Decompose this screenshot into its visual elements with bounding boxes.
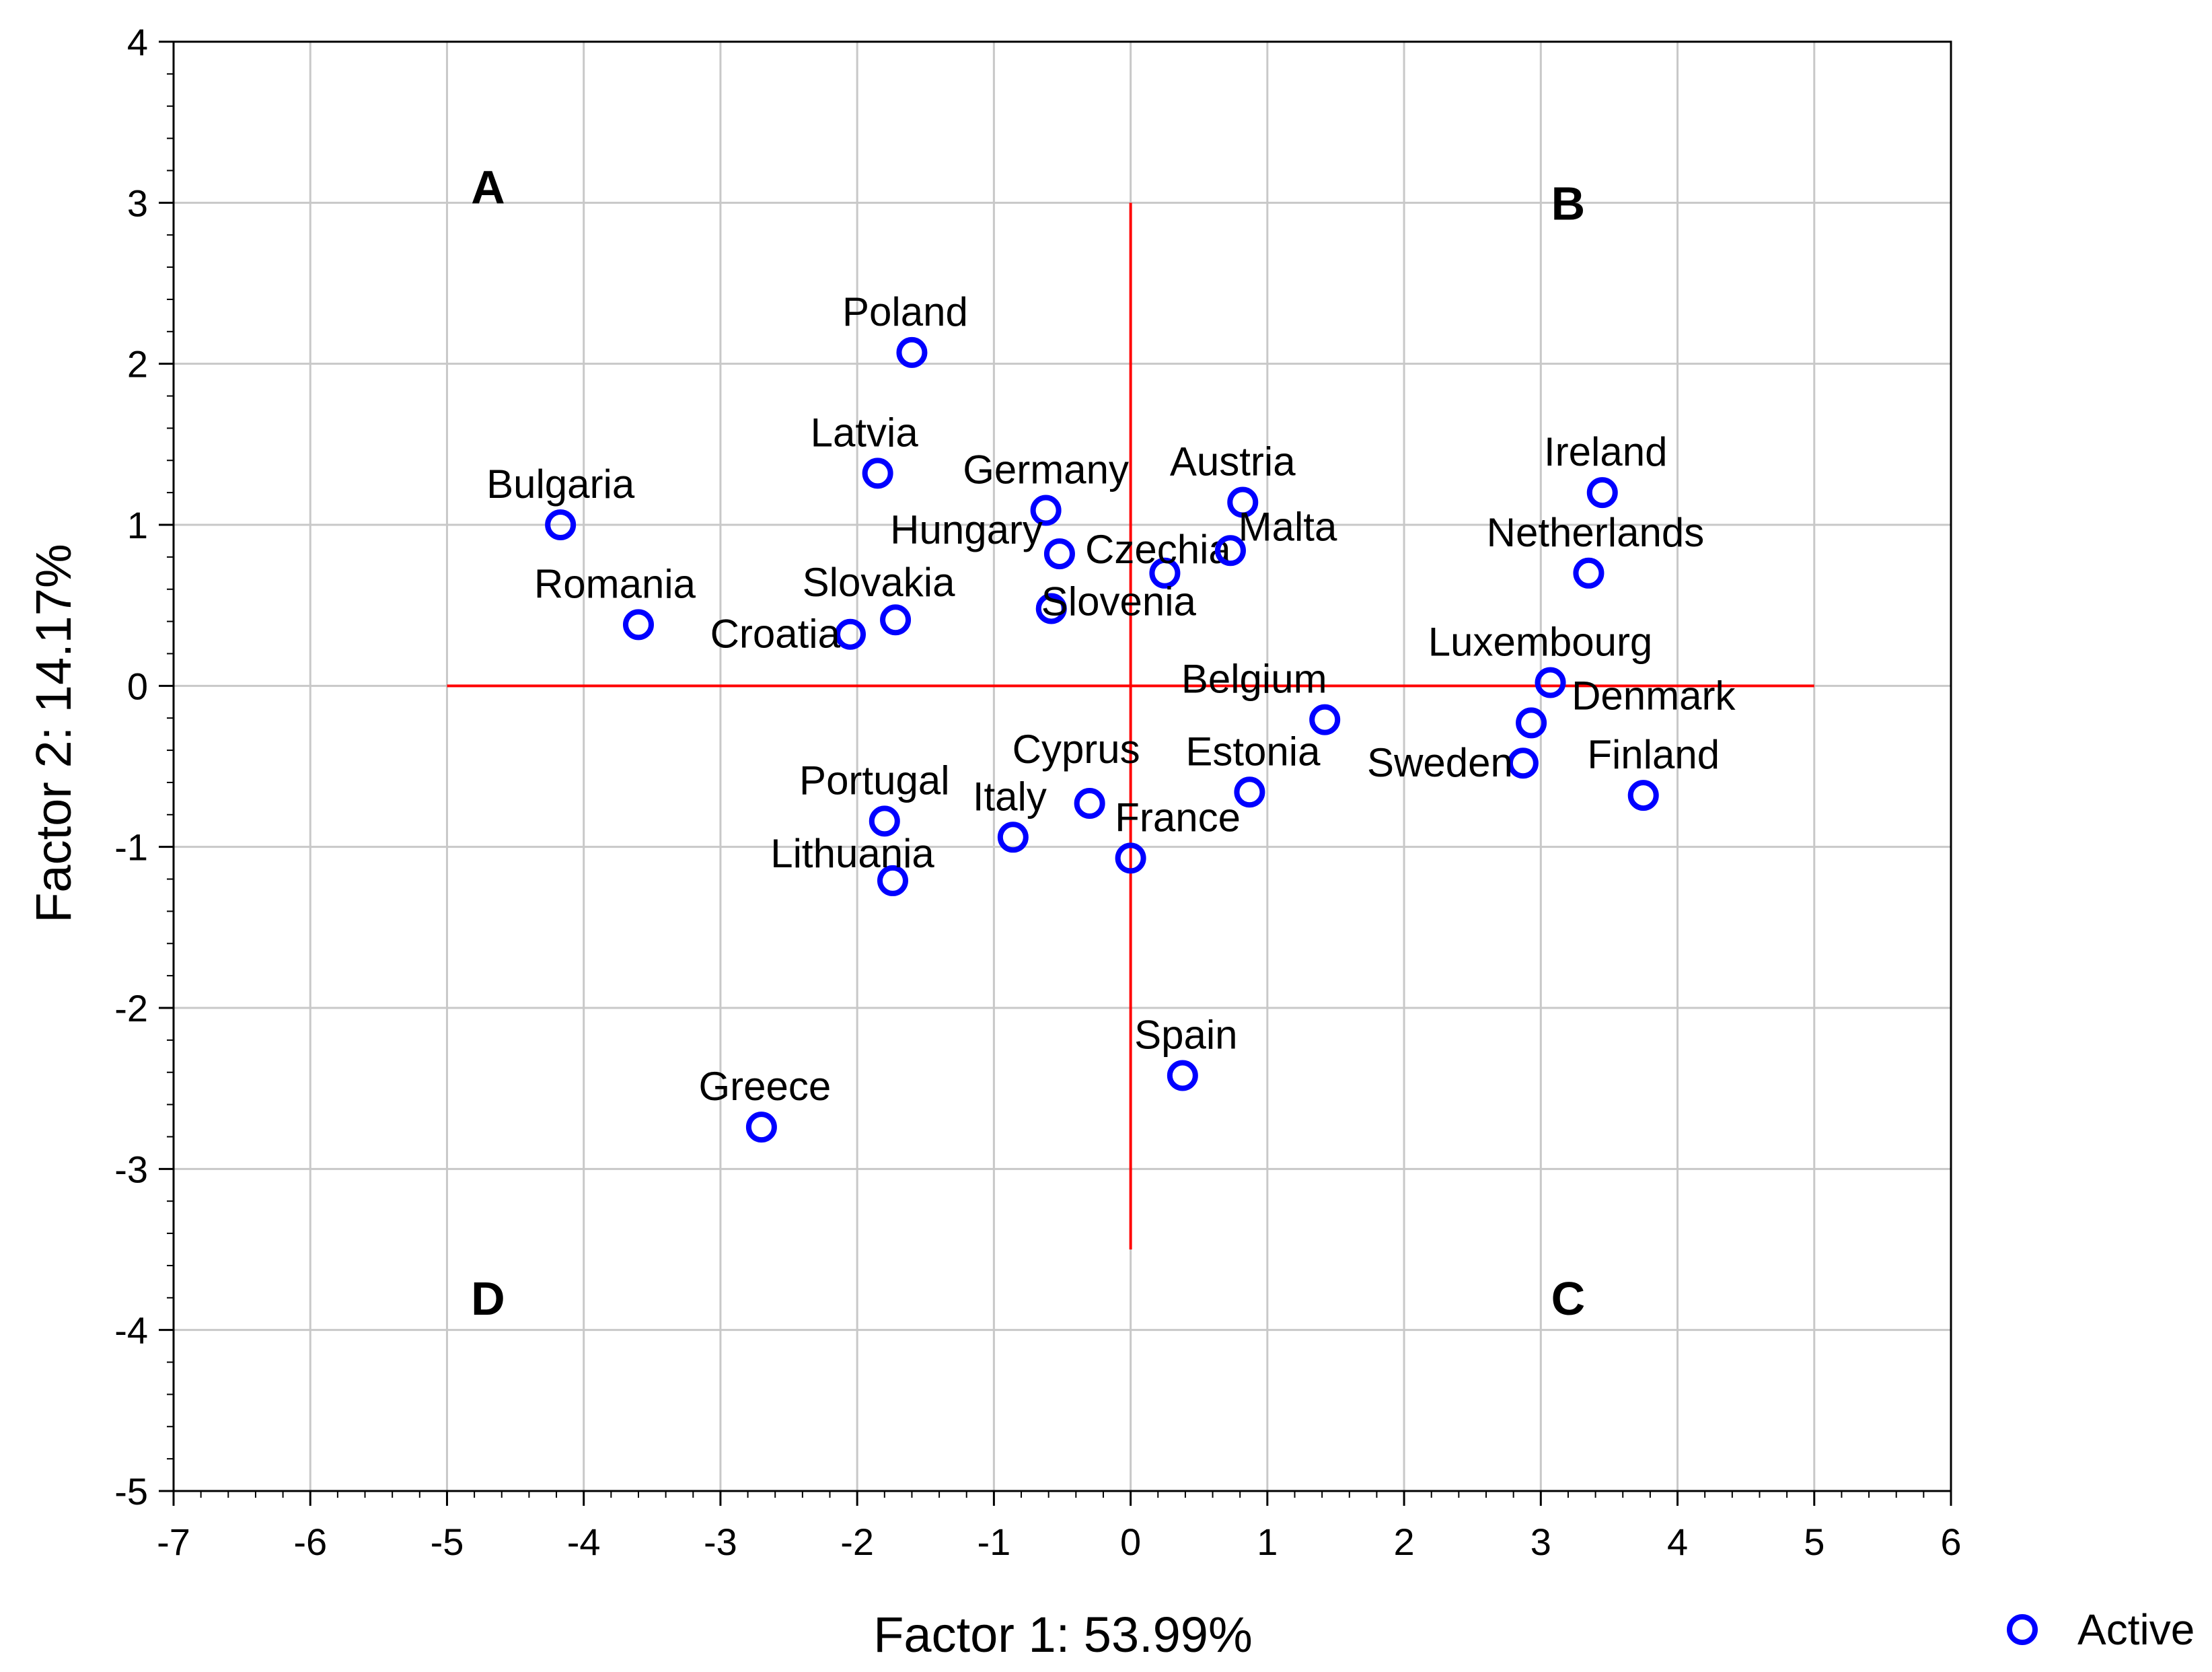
x-tick-label: -6 <box>293 1521 327 1563</box>
reference-lines <box>447 203 1814 1249</box>
quadrant-label: C <box>1551 1272 1586 1325</box>
data-point <box>834 618 866 650</box>
x-axis-title: Factor 1: 53.99% <box>873 1607 1253 1663</box>
legend-marker-icon <box>2007 1614 2038 1645</box>
data-point-label: Croatia <box>710 612 841 657</box>
data-point <box>1627 780 1659 811</box>
data-point-label: Slovenia <box>1041 579 1197 624</box>
data-point <box>745 1112 777 1143</box>
x-tick-label: -5 <box>431 1521 464 1563</box>
data-point-label: Poland <box>842 289 968 334</box>
data-point-label: Spain <box>1134 1013 1237 1058</box>
legend-label: Active <box>2077 1605 2195 1654</box>
data-point <box>1035 593 1067 624</box>
y-axis-title: Factor 2: 14.17% <box>26 544 81 923</box>
y-tick-label: -2 <box>114 987 148 1029</box>
axis-ticks: -7 -6 -5 -4 -3 -2 -1 0 1 2 3 4 5 6 -5 -4 -3 -2 -1 0 1 2 3 4 <box>114 21 1961 1563</box>
data-point <box>545 509 577 540</box>
data-point <box>1167 1060 1198 1091</box>
data-point-label: Malta <box>1239 504 1337 549</box>
x-tick-label: -7 <box>157 1521 190 1563</box>
data-point-label: Hungary <box>890 507 1043 552</box>
legend: Active <box>2007 1605 2195 1654</box>
y-tick-label: -3 <box>114 1148 148 1190</box>
y-tick-label: 4 <box>127 21 148 63</box>
x-tick-label: 4 <box>1667 1521 1688 1563</box>
y-tick-label: 3 <box>127 182 148 224</box>
data-point-label: Italy <box>973 774 1047 819</box>
quadrant-label: A <box>471 161 505 213</box>
y-tick-label: -1 <box>114 826 148 869</box>
data-point-label: Ireland <box>1544 429 1667 474</box>
quadrant-label: B <box>1551 177 1586 229</box>
data-point-label: Sweden <box>1367 740 1513 785</box>
data-point <box>1586 477 1618 509</box>
y-tick-label: -5 <box>114 1470 148 1513</box>
data-point-label: Greece <box>699 1064 832 1109</box>
data-point <box>1214 535 1246 567</box>
x-tick-label: 5 <box>1804 1521 1824 1563</box>
data-point-label: Netherlands <box>1487 510 1705 555</box>
data-point-label: Portugal <box>799 758 949 803</box>
x-tick-label: -2 <box>840 1521 874 1563</box>
data-point-label: Romania <box>534 561 696 606</box>
y-tick-label: 0 <box>127 665 148 707</box>
data-point <box>1573 557 1605 589</box>
x-tick-label: -3 <box>704 1521 737 1563</box>
data-point <box>622 609 654 641</box>
data-point <box>1030 495 1062 526</box>
y-tick-label: 2 <box>127 343 148 386</box>
quadrant-label: D <box>471 1272 505 1325</box>
x-tick-label: 2 <box>1393 1521 1414 1563</box>
data-point-label: Belgium <box>1181 657 1327 702</box>
data-point <box>1043 538 1075 570</box>
data-point <box>869 805 900 837</box>
data-point-label: France <box>1115 795 1241 840</box>
data-point <box>880 604 912 636</box>
data-point-label: Czechia <box>1085 527 1231 572</box>
data-point <box>1535 667 1566 698</box>
x-tick-label: 3 <box>1531 1521 1551 1563</box>
y-tick-label: 1 <box>127 504 148 546</box>
x-tick-label: -1 <box>977 1521 1010 1563</box>
data-point <box>862 458 893 489</box>
x-tick-label: -4 <box>567 1521 601 1563</box>
y-tick-label: -4 <box>114 1309 148 1352</box>
data-point-label: Lithuania <box>770 831 934 876</box>
quadrant-labels: A B C D <box>471 161 1585 1324</box>
x-tick-label: 1 <box>1257 1521 1278 1563</box>
x-tick-label: 0 <box>1120 1521 1141 1563</box>
plot-frame <box>172 40 1952 1492</box>
data-point <box>1516 707 1547 739</box>
data-point-label: Finland <box>1587 732 1720 777</box>
data-point-label: Luxembourg <box>1428 620 1653 665</box>
data-point <box>1309 704 1341 735</box>
data-point-label: Denmark <box>1572 673 1736 718</box>
data-point <box>896 336 928 368</box>
data-point-label: Bulgaria <box>486 462 635 507</box>
data-point <box>997 822 1029 853</box>
data-point <box>1074 788 1105 820</box>
data-point-label: Slovakia <box>803 560 955 605</box>
data-point-label: Estonia <box>1185 729 1321 774</box>
x-tick-label: 6 <box>1940 1521 1961 1563</box>
data-point-label: Latvia <box>811 410 919 455</box>
data-point-label: Austria <box>1170 439 1296 484</box>
data-point-label: Germany <box>963 447 1129 492</box>
data-point <box>1115 842 1146 874</box>
data-point <box>1507 748 1539 779</box>
data-points: Poland Latvia Bulgaria Germany Hungary Austri… <box>486 289 1736 1143</box>
data-point-label: Cyprus <box>1012 727 1140 772</box>
data-point <box>1149 557 1181 589</box>
data-point <box>1234 776 1265 808</box>
data-point <box>1227 486 1259 518</box>
data-point <box>877 865 908 896</box>
